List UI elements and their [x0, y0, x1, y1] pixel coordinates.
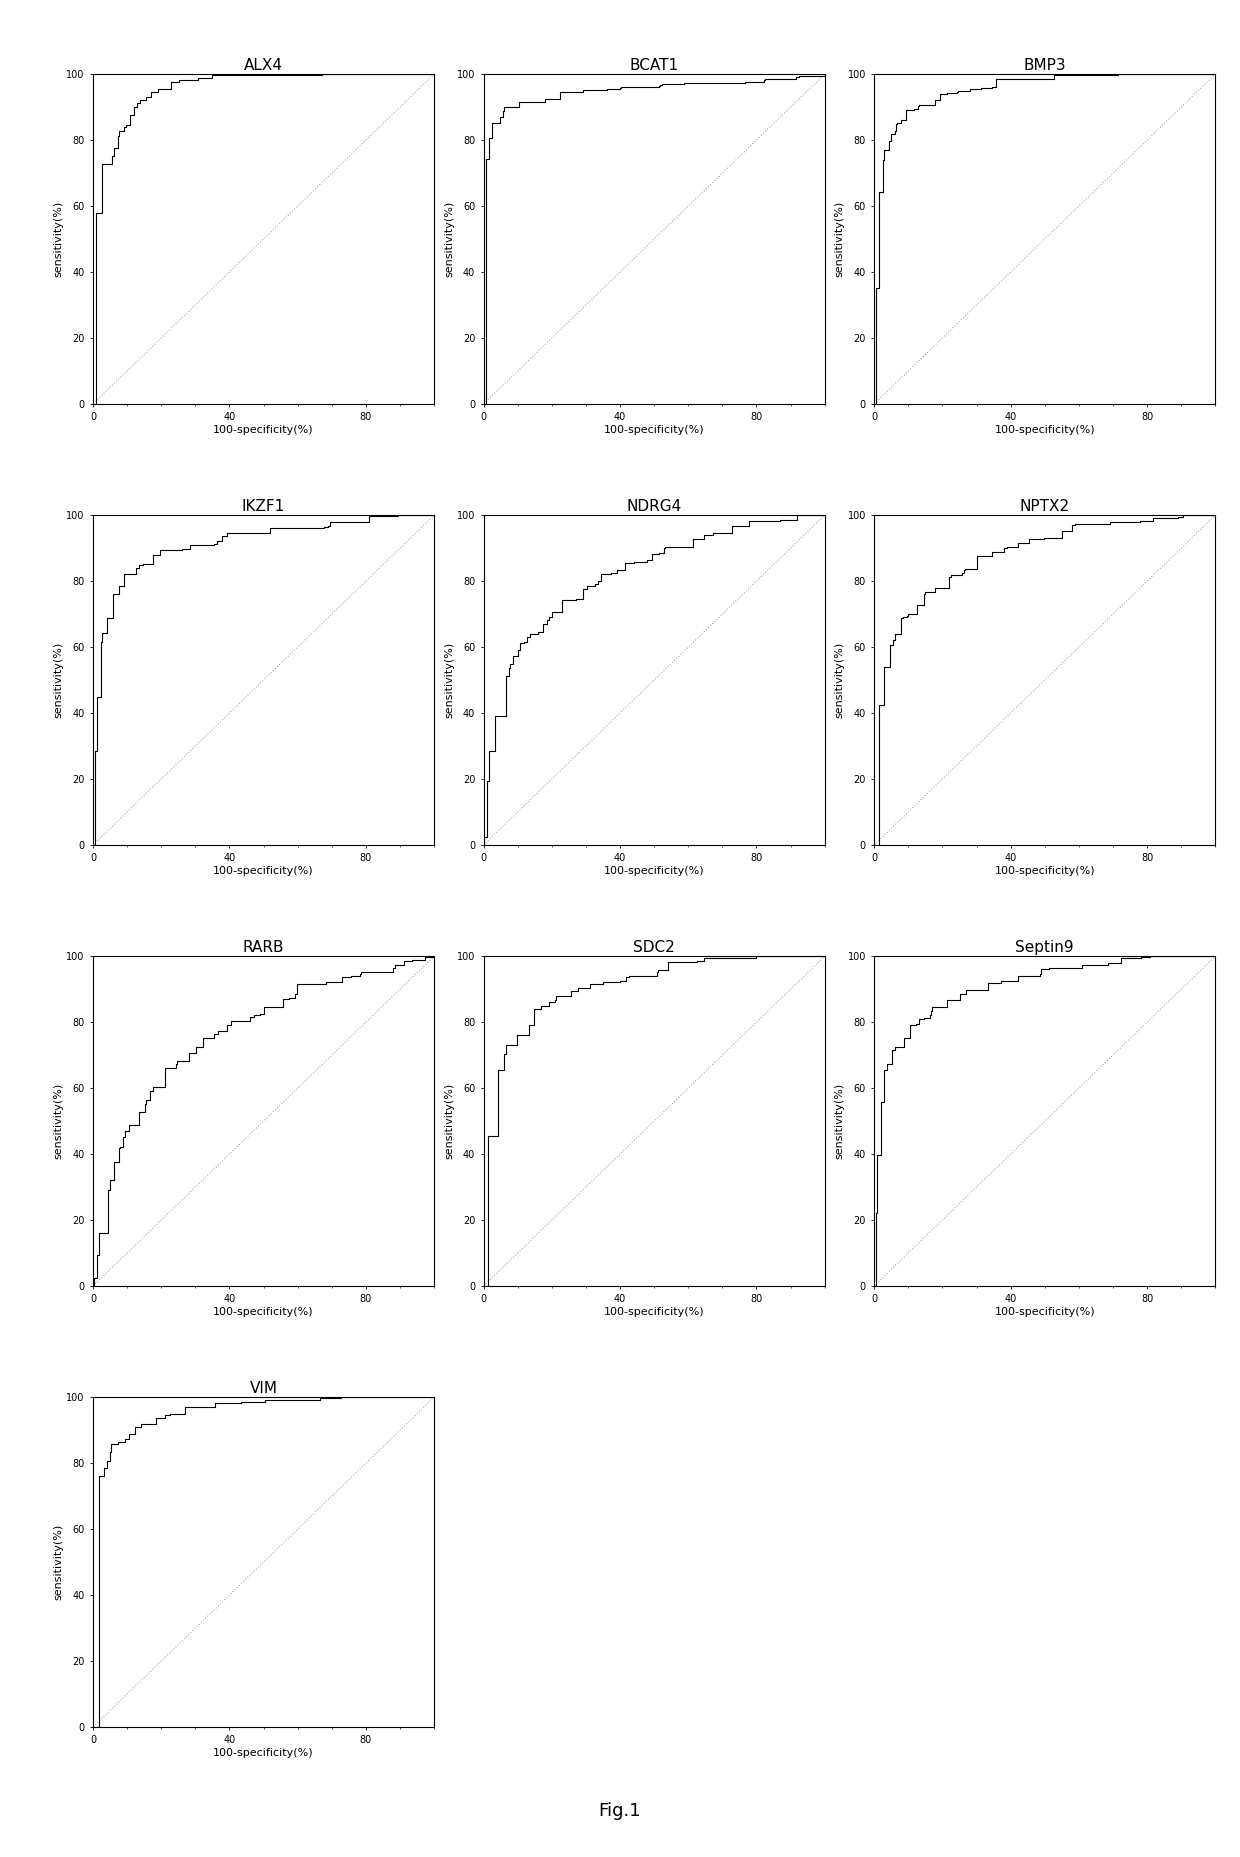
Title: NPTX2: NPTX2: [1019, 500, 1070, 514]
Title: RARB: RARB: [243, 940, 284, 954]
Title: BCAT1: BCAT1: [630, 58, 678, 72]
Title: VIM: VIM: [249, 1382, 278, 1396]
Title: Septin9: Septin9: [1016, 940, 1074, 954]
X-axis label: 100-specificity(%): 100-specificity(%): [604, 1307, 704, 1317]
X-axis label: 100-specificity(%): 100-specificity(%): [994, 425, 1095, 435]
X-axis label: 100-specificity(%): 100-specificity(%): [213, 865, 314, 877]
X-axis label: 100-specificity(%): 100-specificity(%): [604, 425, 704, 435]
X-axis label: 100-specificity(%): 100-specificity(%): [213, 1747, 314, 1759]
Title: BMP3: BMP3: [1023, 58, 1066, 72]
Y-axis label: sensitivity(%): sensitivity(%): [53, 643, 63, 719]
X-axis label: 100-specificity(%): 100-specificity(%): [604, 865, 704, 877]
Y-axis label: sensitivity(%): sensitivity(%): [53, 201, 63, 277]
Y-axis label: sensitivity(%): sensitivity(%): [53, 1083, 63, 1159]
Y-axis label: sensitivity(%): sensitivity(%): [835, 201, 844, 277]
X-axis label: 100-specificity(%): 100-specificity(%): [213, 1307, 314, 1317]
Title: SDC2: SDC2: [634, 940, 675, 954]
Y-axis label: sensitivity(%): sensitivity(%): [444, 1083, 454, 1159]
X-axis label: 100-specificity(%): 100-specificity(%): [994, 1307, 1095, 1317]
X-axis label: 100-specificity(%): 100-specificity(%): [213, 425, 314, 435]
Text: Fig.1: Fig.1: [599, 1801, 641, 1820]
Y-axis label: sensitivity(%): sensitivity(%): [53, 1525, 63, 1601]
Title: IKZF1: IKZF1: [242, 500, 285, 514]
Title: NDRG4: NDRG4: [626, 500, 682, 514]
Title: ALX4: ALX4: [244, 58, 283, 72]
X-axis label: 100-specificity(%): 100-specificity(%): [994, 865, 1095, 877]
Y-axis label: sensitivity(%): sensitivity(%): [835, 1083, 844, 1159]
Y-axis label: sensitivity(%): sensitivity(%): [444, 201, 454, 277]
Y-axis label: sensitivity(%): sensitivity(%): [444, 643, 454, 719]
Y-axis label: sensitivity(%): sensitivity(%): [835, 643, 844, 719]
